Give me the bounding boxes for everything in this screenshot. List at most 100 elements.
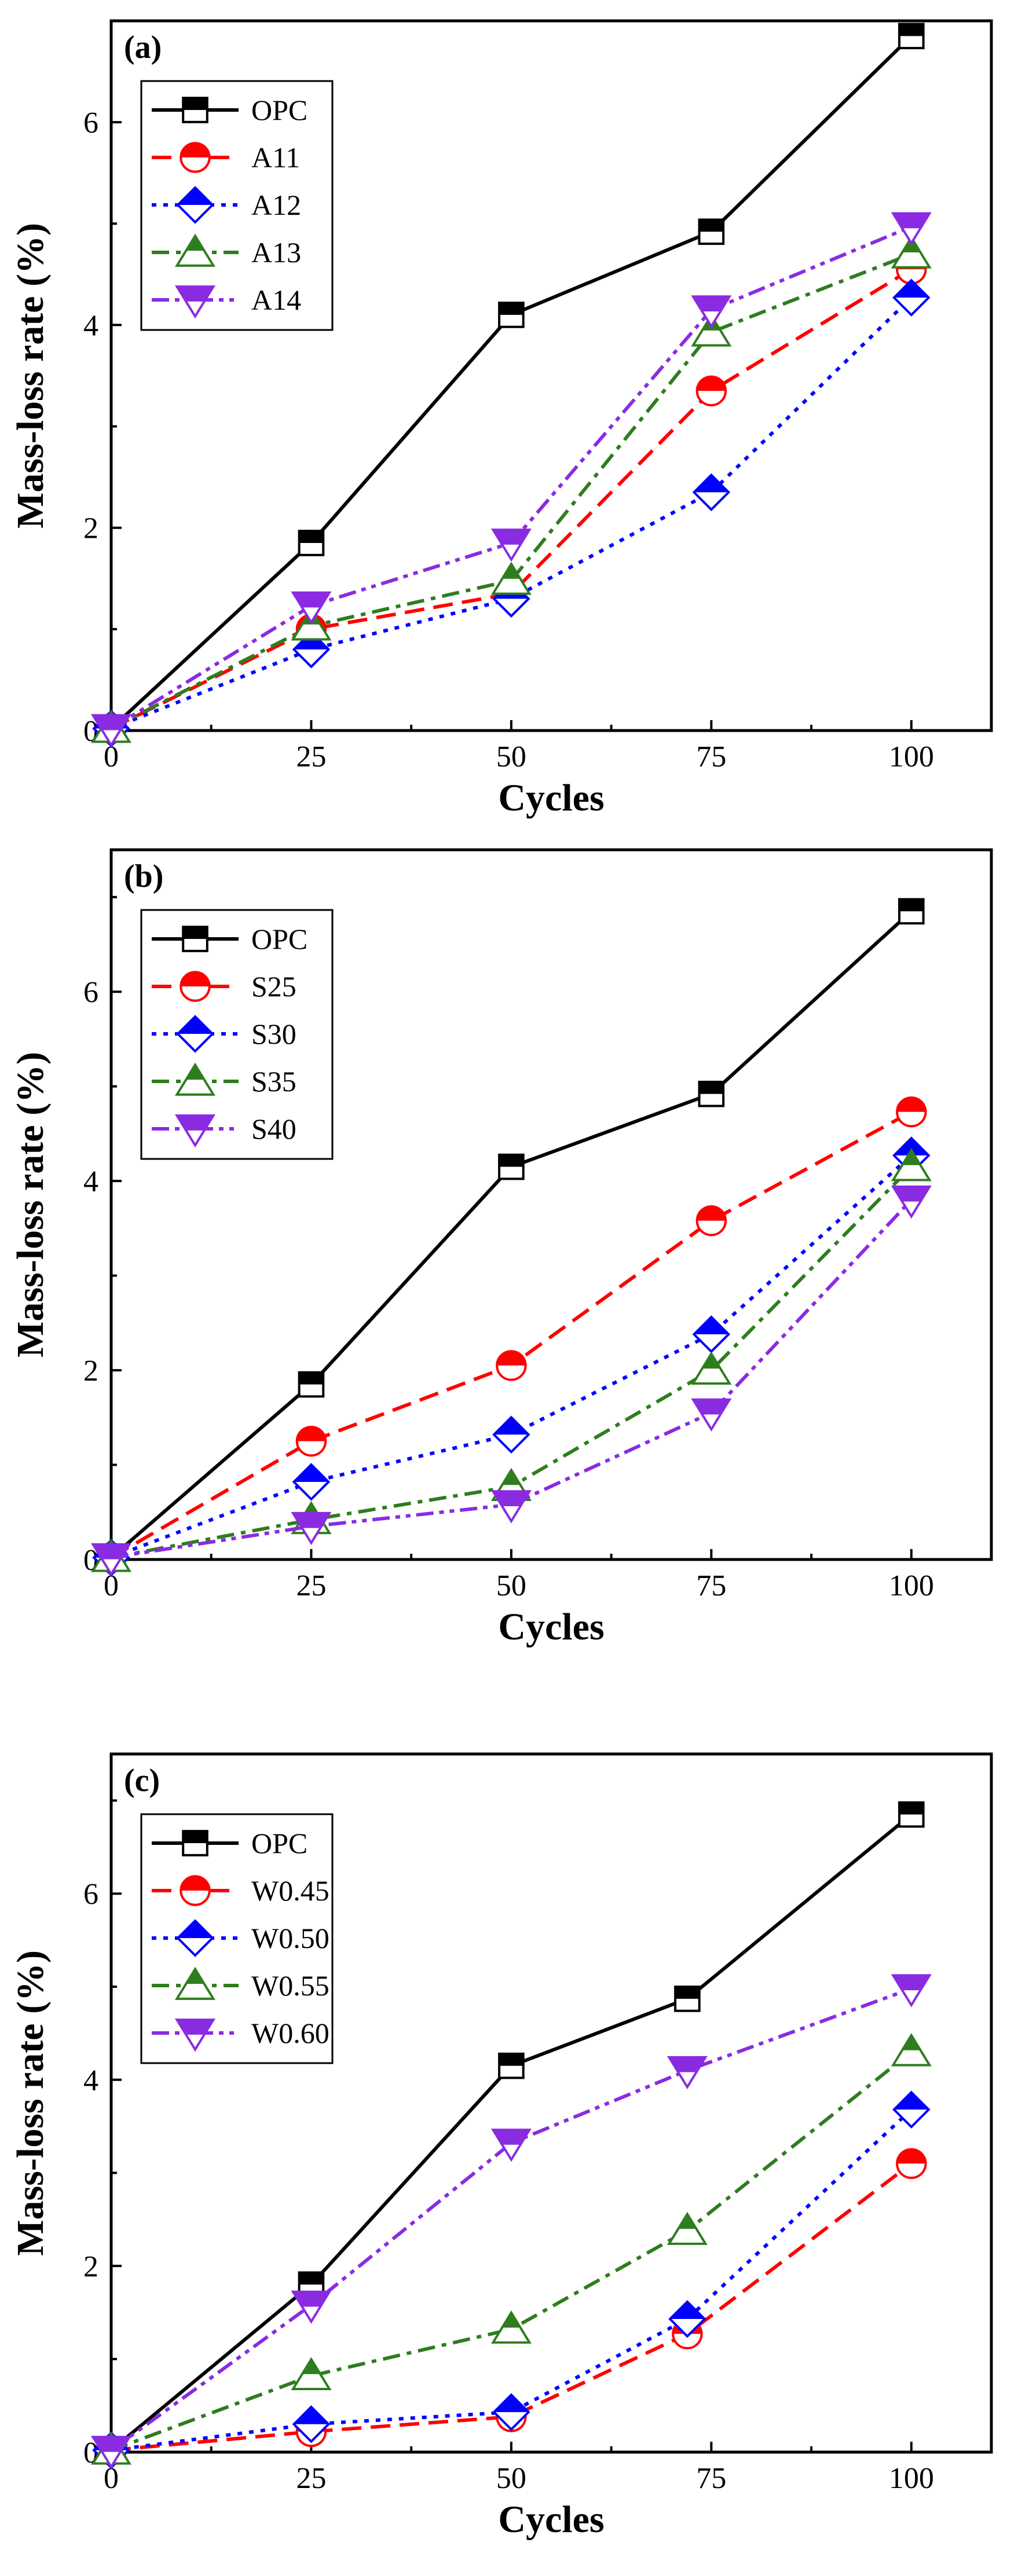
data-point-2-W0.60-2 — [490, 2129, 532, 2162]
data-point-1-OPC-2 — [498, 1153, 525, 1180]
x-tick-label-1-1: 25 — [296, 1569, 326, 1602]
legend-label-0-A12: A12 — [251, 189, 301, 221]
plot-frame-0 — [109, 19, 993, 732]
legend-marker-1-OPC — [182, 926, 208, 952]
legend-marker-1-S40 — [174, 1114, 216, 1148]
y-tick-label-1-3: 6 — [83, 976, 98, 1009]
legend-1: OPC S25 S30 S35 S40 — [140, 909, 334, 1160]
y-axis-label-1: Mass-loss rate (%) — [9, 1052, 52, 1357]
legend-marker-2-W0.45 — [180, 1875, 211, 1906]
series-line-2-W0.55 — [110, 2050, 913, 2452]
legend-0: OPC A11 A12 A13 A14 — [140, 80, 334, 331]
data-point-0-A14-2 — [490, 529, 532, 562]
legend-label-1-S40: S40 — [251, 1113, 296, 1145]
data-point-2-W0.50-3 — [668, 2300, 706, 2338]
y-tick-label-2-1: 2 — [83, 2250, 98, 2283]
data-point-1-OPC-1 — [298, 1371, 325, 1398]
data-point-1-S25-2 — [496, 1350, 527, 1381]
legend-label-0-A13: A13 — [251, 236, 301, 269]
x-tick-label-2-1: 25 — [296, 2462, 326, 2495]
data-point-0-A14-4 — [891, 212, 932, 245]
data-point-2-W0.50-2 — [492, 2393, 530, 2431]
data-point-2-OPC-2 — [498, 2052, 525, 2079]
legend-marker-0-A13 — [174, 233, 216, 267]
data-point-1-S30-2 — [492, 1415, 530, 1454]
data-point-2-W0.55-1 — [291, 2357, 332, 2391]
legend-label-2-W0.55: W0.55 — [251, 1969, 329, 2002]
panel-label-1: (b) — [124, 858, 163, 894]
data-point-2-W0.60-4 — [891, 1974, 932, 2008]
data-point-2-W0.55-2 — [490, 2310, 532, 2344]
legend-label-1-S30: S30 — [251, 1018, 296, 1050]
legend-marker-2-OPC — [182, 1830, 208, 1856]
x-tick-label-0-3: 75 — [696, 740, 726, 773]
panel-label-2: (c) — [124, 1763, 160, 1799]
plot-frame-1 — [109, 848, 993, 1561]
data-point-2-W0.60-0 — [90, 2435, 132, 2469]
y-axis-label-2: Mass-loss rate (%) — [9, 1950, 52, 2256]
y-tick-label-0-2: 4 — [83, 309, 98, 342]
data-point-1-S40-4 — [891, 1185, 932, 1219]
legend-label-0-A14: A14 — [251, 284, 301, 316]
x-tick-label-0-4: 100 — [889, 740, 934, 773]
legend-marker-0-A12 — [176, 186, 214, 224]
legend-marker-2-W0.60 — [174, 2019, 216, 2052]
data-point-1-S40-2 — [490, 1490, 532, 1524]
legend-marker-2-W0.55 — [174, 1966, 216, 2000]
series-line-0-A12 — [110, 296, 913, 731]
x-tick-label-1-4: 100 — [889, 1569, 934, 1602]
x-axis-label-1: Cycles — [498, 1606, 604, 1648]
y-tick-label-2-3: 6 — [83, 1878, 98, 1911]
data-point-0-A12-3 — [692, 473, 731, 512]
y-tick-label-0-1: 2 — [83, 512, 98, 545]
legend-marker-1-S30 — [176, 1015, 214, 1053]
data-point-2-W0.50-4 — [892, 2090, 931, 2129]
data-point-0-A12-4 — [892, 278, 931, 317]
y-tick-label-2-2: 4 — [83, 2064, 98, 2097]
legend-marker-1-S25 — [180, 971, 211, 1002]
legend-marker-0-OPC — [182, 97, 208, 123]
data-point-0-OPC-3 — [698, 218, 725, 245]
legend-label-2-W0.50: W0.50 — [251, 1922, 329, 1954]
legend-label-2-W0.45: W0.45 — [251, 1874, 329, 1907]
legend-marker-0-A11 — [180, 142, 211, 173]
x-tick-label-2-2: 50 — [496, 2462, 526, 2495]
data-point-2-OPC-3 — [674, 1986, 701, 2012]
data-point-1-OPC-4 — [898, 898, 925, 925]
panel-label-0: (a) — [124, 30, 162, 65]
data-point-2-W0.50-1 — [292, 2405, 331, 2443]
legend-marker-2-W0.50 — [176, 1919, 214, 1957]
data-point-2-W0.60-3 — [667, 2056, 708, 2090]
data-point-1-S35-3 — [691, 1351, 732, 1385]
legend-2: OPC W0.45 W0.50 W0.55 W0.60 — [140, 1813, 334, 2064]
data-point-0-A12-1 — [292, 630, 331, 669]
x-tick-label-0-1: 25 — [296, 740, 326, 773]
y-tick-label-1-1: 2 — [83, 1355, 98, 1388]
legend-label-0-A11: A11 — [251, 141, 300, 174]
data-point-0-A13-2 — [490, 562, 532, 595]
x-tick-label-0-2: 50 — [496, 740, 526, 773]
data-point-0-A11-3 — [695, 375, 727, 406]
data-point-2-OPC-4 — [898, 1801, 925, 1828]
data-point-1-S40-1 — [291, 1511, 332, 1546]
data-point-0-A14-1 — [291, 591, 332, 625]
series-line-2-W0.45 — [111, 2162, 913, 2452]
legend-label-1-OPC: OPC — [251, 923, 307, 955]
data-point-1-OPC-3 — [698, 1080, 725, 1107]
x-tick-label-1-3: 75 — [696, 1569, 726, 1602]
data-point-1-S25-3 — [695, 1205, 727, 1236]
x-axis-label-0: Cycles — [498, 777, 604, 819]
x-tick-label-2-3: 75 — [696, 2462, 726, 2495]
legend-label-0-OPC: OPC — [251, 94, 307, 126]
series-line-0-A13 — [110, 252, 912, 731]
y-axis-label-0: Mass-loss rate (%) — [9, 223, 52, 529]
y-tick-label-1-2: 4 — [83, 1165, 98, 1198]
data-point-0-OPC-1 — [298, 530, 325, 556]
data-point-2-W0.55-3 — [667, 2211, 708, 2245]
legend-label-1-S35: S35 — [251, 1065, 296, 1098]
data-point-0-OPC-2 — [498, 302, 525, 328]
